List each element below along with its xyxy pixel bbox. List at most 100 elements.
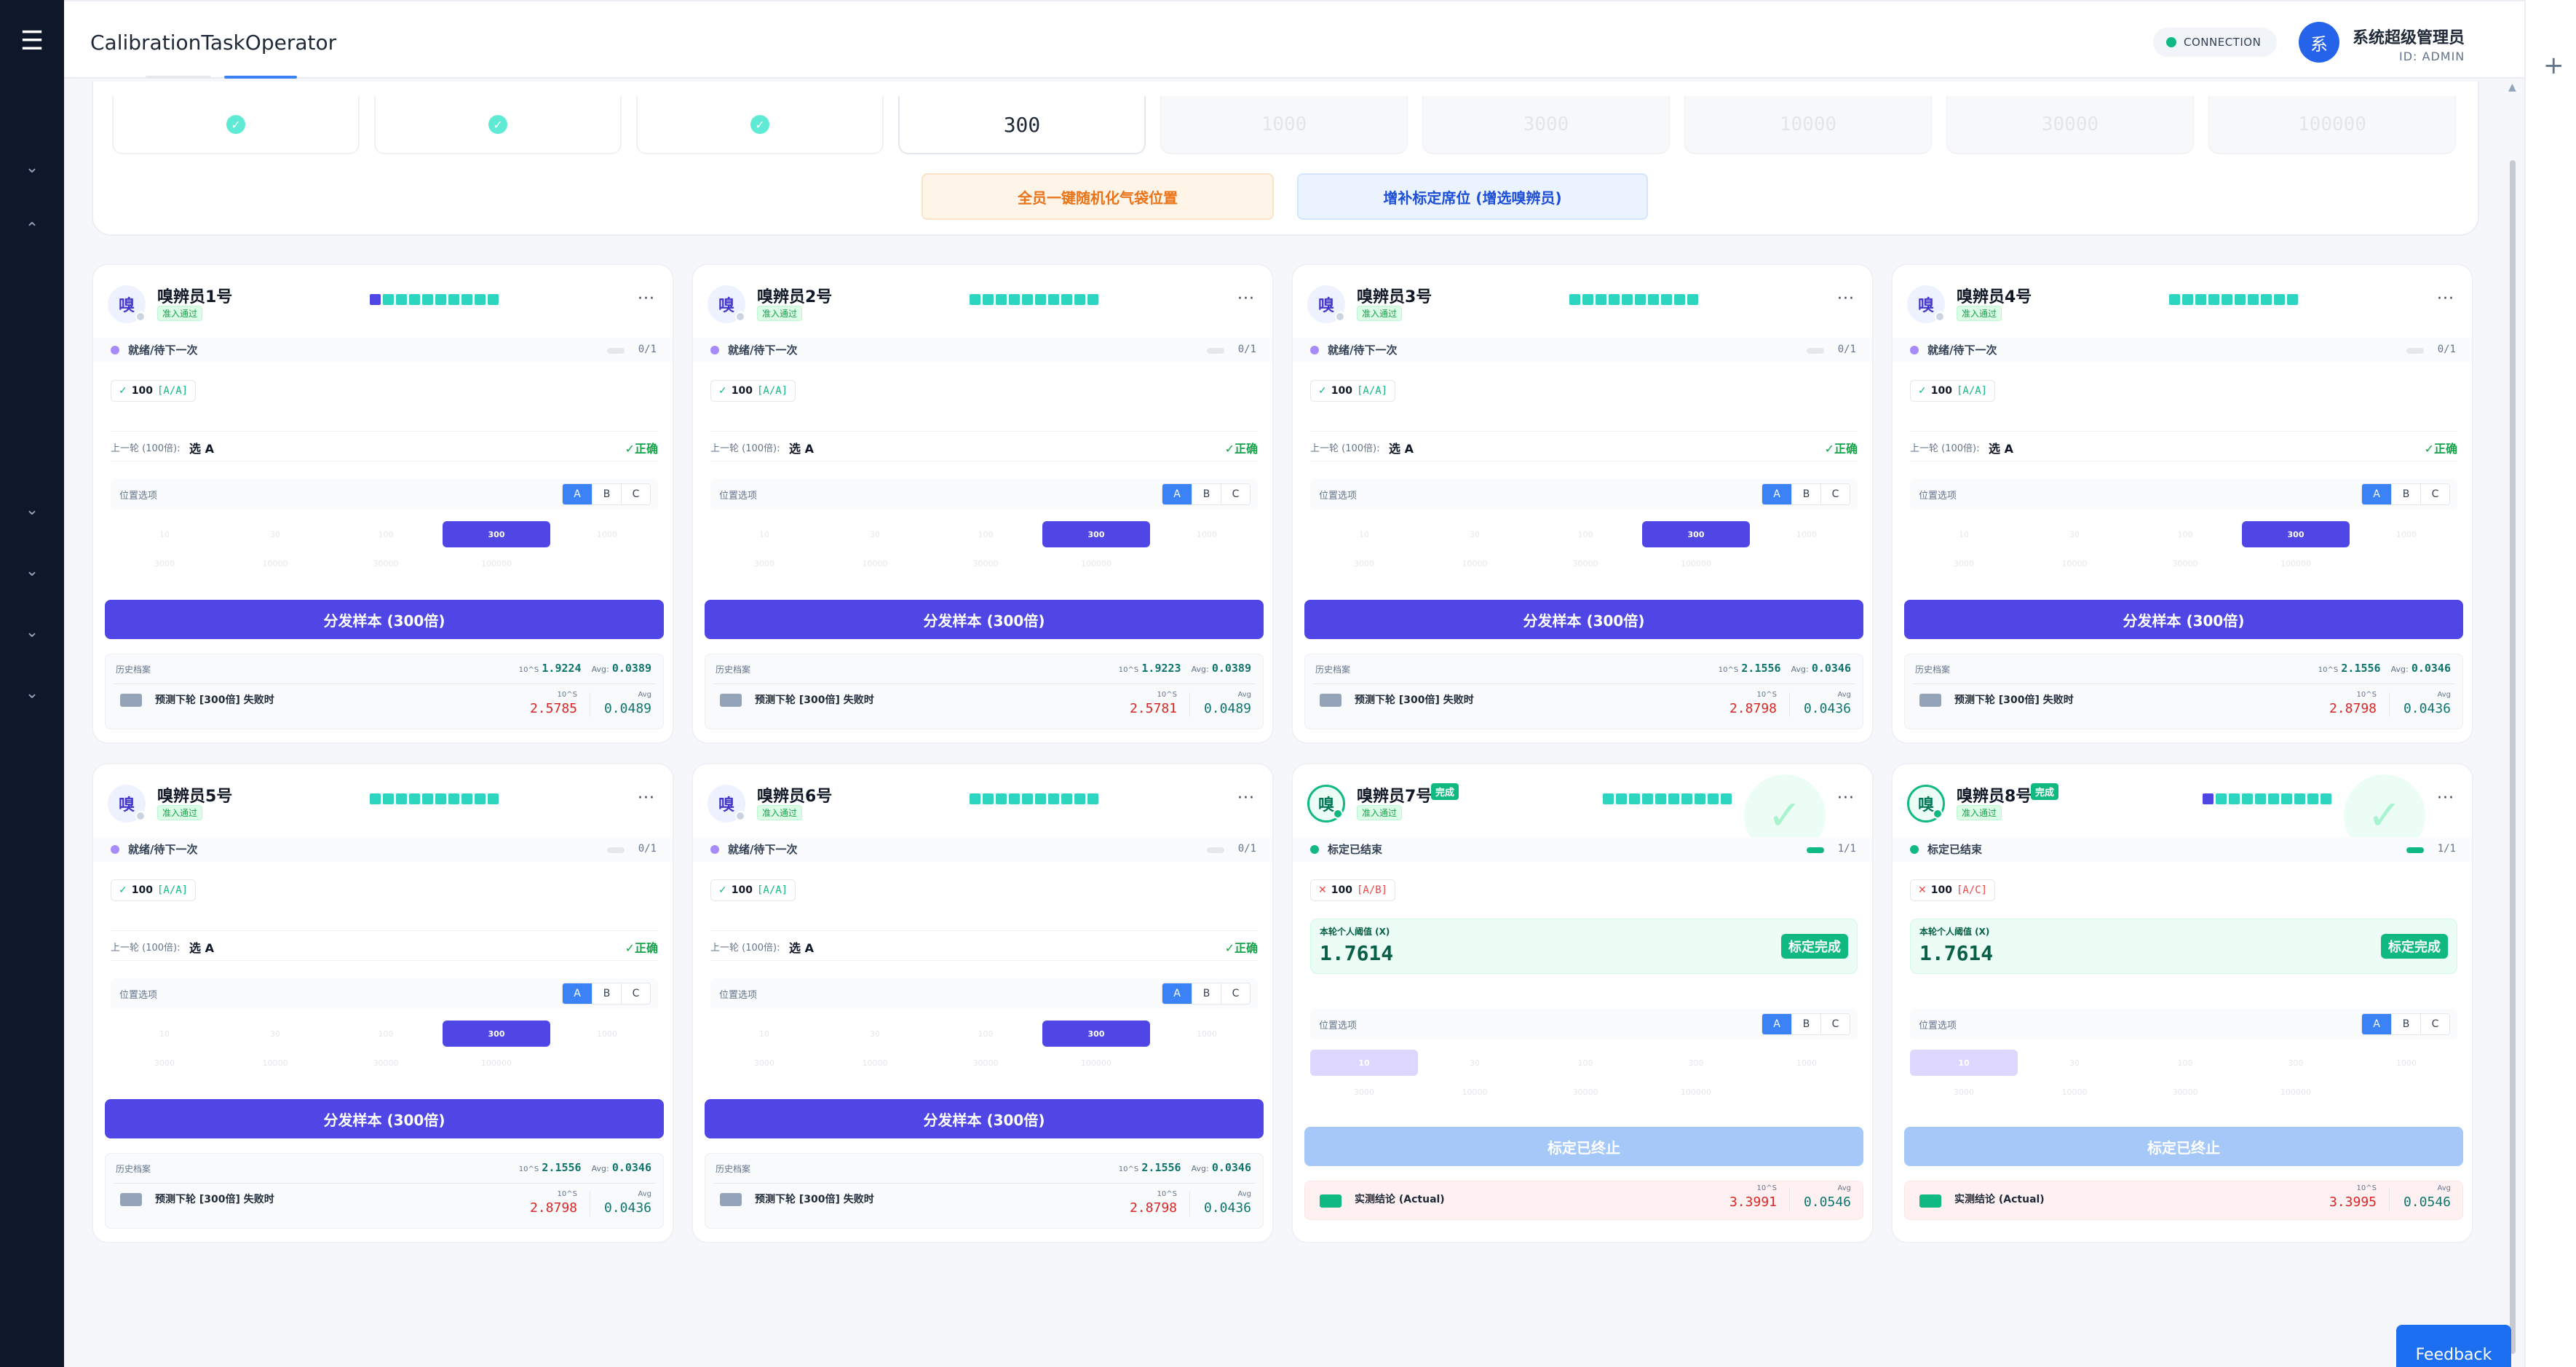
more-icon[interactable]: ··· bbox=[638, 290, 655, 308]
multiplier-option[interactable]: 300 bbox=[1642, 521, 1750, 547]
multiplier-option[interactable]: 1000 bbox=[2396, 1058, 2417, 1068]
position-option-a[interactable]: A bbox=[1162, 983, 1192, 1004]
multiplier-option[interactable]: 100 bbox=[978, 529, 994, 539]
chevron-down-icon[interactable]: ⌄ bbox=[25, 159, 39, 177]
position-option-c[interactable]: C bbox=[2420, 484, 2449, 504]
multiplier-option[interactable]: 30 bbox=[1470, 1058, 1480, 1068]
multiplier-option[interactable]: 300 bbox=[1042, 521, 1150, 547]
scrollbar[interactable] bbox=[2510, 160, 2516, 1354]
multiplier-option[interactable]: 10 bbox=[159, 1029, 170, 1039]
multiplier-option[interactable]: 10 bbox=[1359, 529, 1369, 539]
randomize-button[interactable]: 全员一键随机化气袋位置 bbox=[922, 173, 1274, 220]
step-pending[interactable]: 1000 bbox=[1160, 96, 1408, 154]
multiplier-option[interactable]: 10 bbox=[159, 529, 170, 539]
position-option-b[interactable]: B bbox=[1791, 1014, 1820, 1034]
multiplier-option[interactable]: 100000 bbox=[1081, 1058, 1111, 1068]
multiplier-option[interactable]: 3000 bbox=[1354, 1087, 1374, 1097]
multiplier-option[interactable]: 10000 bbox=[1462, 558, 1488, 568]
dispatch-button[interactable]: 分发样本 (300倍) bbox=[105, 600, 664, 639]
multiplier-option[interactable]: 1000 bbox=[2396, 529, 2417, 539]
position-option-a[interactable]: A bbox=[2362, 484, 2391, 504]
multiplier-option[interactable]: 10000 bbox=[2061, 1087, 2088, 1097]
multiplier-option[interactable]: 30 bbox=[2069, 529, 2080, 539]
position-option-a[interactable]: A bbox=[563, 983, 592, 1004]
multiplier-option[interactable]: 3000 bbox=[154, 558, 175, 568]
multiplier-option[interactable]: 3000 bbox=[1354, 558, 1374, 568]
feedback-button[interactable]: Feedback bbox=[2396, 1325, 2511, 1367]
chevron-up-icon[interactable]: ⌃ bbox=[25, 220, 39, 238]
multiplier-option[interactable]: 100 bbox=[1577, 529, 1593, 539]
multiplier-option[interactable]: 30000 bbox=[1572, 1087, 1598, 1097]
multiplier-option[interactable]: 10 bbox=[1310, 1050, 1418, 1076]
multiplier-option[interactable]: 30000 bbox=[373, 558, 399, 568]
position-option-b[interactable]: B bbox=[1791, 484, 1820, 504]
multiplier-option[interactable]: 3000 bbox=[1954, 1087, 1974, 1097]
user-name[interactable]: 系统超级管理员 bbox=[2353, 29, 2465, 47]
multiplier-option[interactable]: 100000 bbox=[481, 1058, 512, 1068]
chevron-down-icon[interactable]: ⌄ bbox=[25, 623, 39, 641]
position-option-b[interactable]: B bbox=[2391, 484, 2420, 504]
multiplier-option[interactable]: 100000 bbox=[2280, 558, 2311, 568]
multiplier-option[interactable]: 1000 bbox=[597, 1029, 617, 1039]
multiplier-option[interactable]: 1000 bbox=[597, 529, 617, 539]
multiplier-option[interactable]: 10 bbox=[1959, 529, 1969, 539]
multiplier-option[interactable]: 100000 bbox=[2280, 1087, 2311, 1097]
multiplier-option[interactable]: 10 bbox=[759, 529, 769, 539]
position-option-b[interactable]: B bbox=[1192, 983, 1221, 1004]
multiplier-option[interactable]: 300 bbox=[2288, 1058, 2304, 1068]
position-option-a[interactable]: A bbox=[1762, 1014, 1791, 1034]
position-option-a[interactable]: A bbox=[1162, 484, 1192, 504]
multiplier-option[interactable]: 10000 bbox=[1462, 1087, 1488, 1097]
chevron-down-icon[interactable]: ⌄ bbox=[25, 501, 39, 519]
multiplier-option[interactable]: 100 bbox=[2177, 1058, 2193, 1068]
multiplier-option[interactable]: 30 bbox=[870, 529, 880, 539]
multiplier-option[interactable]: 100 bbox=[378, 1029, 394, 1039]
multiplier-option[interactable]: 300 bbox=[1688, 1058, 1704, 1068]
step-pending[interactable]: 100000 bbox=[2208, 96, 2456, 154]
step-done[interactable]: ✓ bbox=[636, 96, 884, 154]
add-seat-button[interactable]: 增补标定席位 (增选嗅辨员) bbox=[1297, 173, 1648, 220]
menu-icon[interactable]: ☰ bbox=[20, 25, 44, 56]
multiplier-option[interactable]: 10000 bbox=[862, 1058, 888, 1068]
more-icon[interactable]: ··· bbox=[2437, 290, 2454, 308]
position-option-a[interactable]: A bbox=[563, 484, 592, 504]
position-option-c[interactable]: C bbox=[1820, 1014, 1850, 1034]
multiplier-option[interactable]: 100 bbox=[978, 1029, 994, 1039]
dispatch-button[interactable]: 分发样本 (300倍) bbox=[1304, 600, 1863, 639]
position-option-c[interactable]: C bbox=[1221, 983, 1250, 1004]
dispatch-button[interactable]: 分发样本 (300倍) bbox=[705, 1099, 1264, 1138]
stopped-button[interactable]: 标定已终止 bbox=[1304, 1127, 1863, 1166]
multiplier-option[interactable]: 3000 bbox=[754, 558, 774, 568]
multiplier-option[interactable]: 300 bbox=[443, 521, 550, 547]
multiplier-option[interactable]: 3000 bbox=[154, 1058, 175, 1068]
position-option-c[interactable]: C bbox=[2420, 1014, 2449, 1034]
multiplier-option[interactable]: 100 bbox=[378, 529, 394, 539]
step-active[interactable]: 300 bbox=[898, 96, 1146, 154]
position-option-c[interactable]: C bbox=[1221, 484, 1250, 504]
multiplier-option[interactable]: 100 bbox=[2177, 529, 2193, 539]
chevron-down-icon[interactable]: ⌄ bbox=[25, 562, 39, 580]
more-icon[interactable]: ··· bbox=[638, 789, 655, 807]
multiplier-option[interactable]: 30 bbox=[270, 529, 280, 539]
multiplier-option[interactable]: 10000 bbox=[262, 1058, 288, 1068]
multiplier-option[interactable]: 1000 bbox=[1197, 1029, 1217, 1039]
step-pending[interactable]: 3000 bbox=[1422, 96, 1670, 154]
position-option-b[interactable]: B bbox=[2391, 1014, 2420, 1034]
multiplier-option[interactable]: 1000 bbox=[1197, 529, 1217, 539]
dispatch-button[interactable]: 分发样本 (300倍) bbox=[705, 600, 1264, 639]
multiplier-option[interactable]: 100 bbox=[1577, 1058, 1593, 1068]
position-option-b[interactable]: B bbox=[1192, 484, 1221, 504]
position-option-b[interactable]: B bbox=[592, 484, 621, 504]
multiplier-option[interactable]: 30000 bbox=[1572, 558, 1598, 568]
step-done[interactable]: ✓ bbox=[112, 96, 360, 154]
scroll-up-icon[interactable]: ▲ bbox=[2508, 82, 2516, 93]
multiplier-option[interactable]: 10 bbox=[1910, 1050, 2018, 1076]
multiplier-option[interactable]: 1000 bbox=[1796, 529, 1817, 539]
